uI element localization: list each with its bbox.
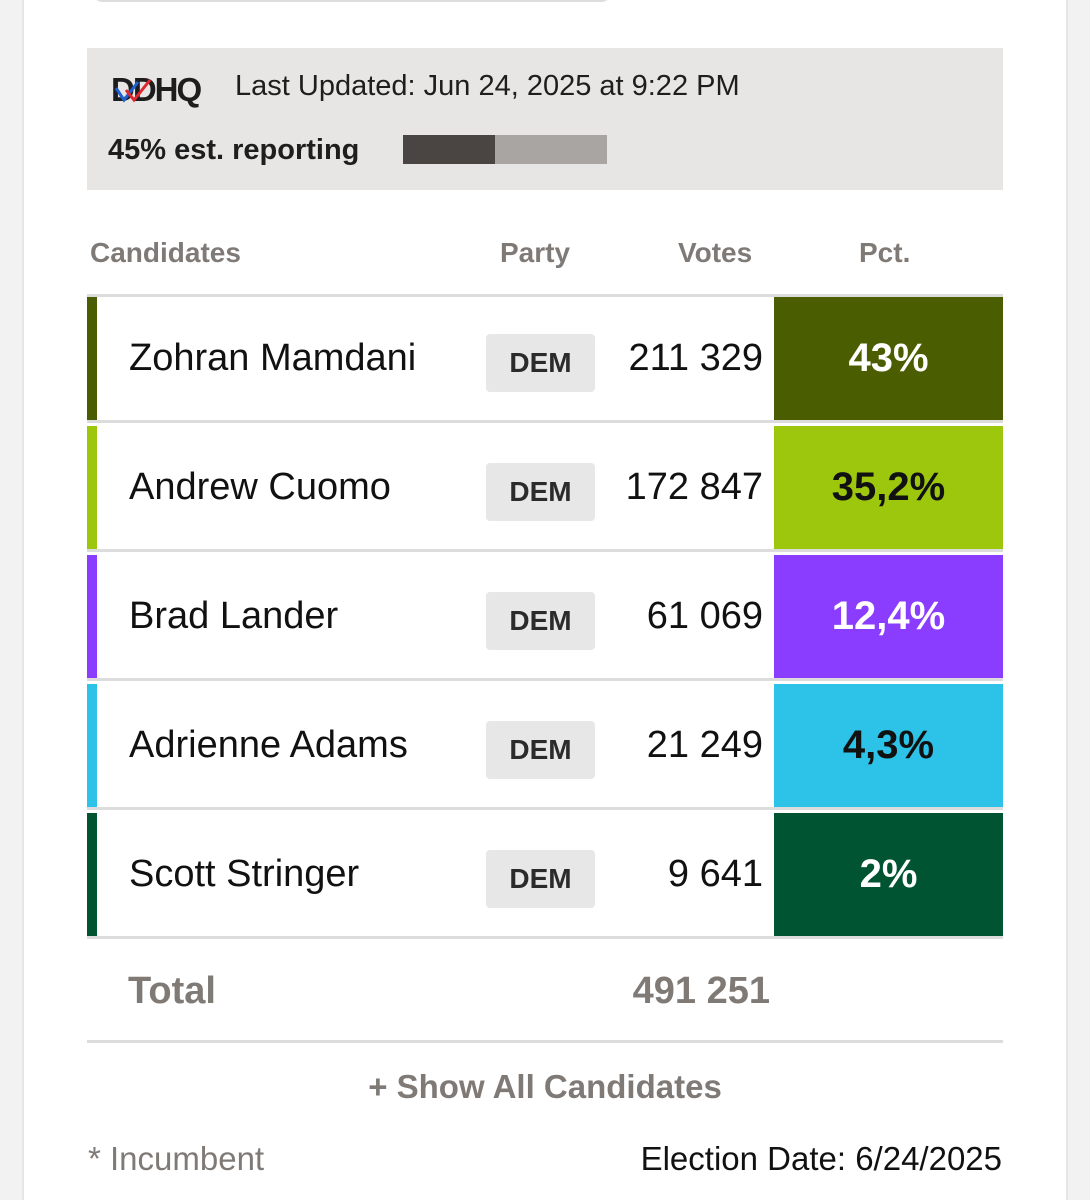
reporting-progress-bar: [403, 135, 607, 164]
show-all-candidates-button[interactable]: + Show All Candidates: [368, 1068, 722, 1105]
candidate-name: Andrew Cuomo: [129, 466, 391, 508]
candidate-row[interactable]: Andrew Cuomo DEM 172 847 35,2%: [87, 426, 1003, 552]
total-votes: 491 251: [632, 970, 770, 1012]
reporting-label: 45% est. reporting: [108, 134, 360, 166]
column-header-candidates: Candidates: [90, 237, 241, 268]
candidate-votes: 9 641: [667, 853, 763, 895]
party-badge: DEM: [486, 463, 595, 521]
candidate-row[interactable]: Scott Stringer DEM 9 641 2%: [87, 813, 1003, 939]
candidate-pct: 43%: [774, 297, 1003, 420]
column-header-party: Party: [500, 237, 571, 268]
candidate-color-stripe: [87, 555, 97, 678]
candidate-row[interactable]: Zohran Mamdani DEM 211 329 43%: [87, 297, 1003, 423]
top-control-edge: [92, 0, 612, 2]
party-badge: DEM: [486, 334, 595, 392]
incumbent-note: * Incumbent: [88, 1140, 265, 1177]
party-badge: DEM: [486, 592, 595, 650]
column-header-votes: Votes: [678, 237, 753, 268]
table-divider: [87, 294, 1003, 297]
last-updated: Last Updated: Jun 24, 2025 at 9:22 PM: [235, 70, 740, 102]
candidate-row[interactable]: Adrienne Adams DEM 21 249 4,3%: [87, 684, 1003, 810]
candidate-votes: 211 329: [628, 337, 763, 379]
candidate-color-stripe: [87, 297, 97, 420]
candidate-votes: 172 847: [625, 466, 763, 508]
column-header-pct: Pct.: [859, 237, 911, 268]
candidate-votes: 21 249: [646, 724, 763, 766]
ddhq-logo: DDHQ: [111, 71, 211, 108]
total-label: Total: [128, 970, 216, 1012]
candidate-color-stripe: [87, 426, 97, 549]
candidate-pct: 4,3%: [774, 684, 1003, 807]
candidate-name: Scott Stringer: [129, 853, 360, 895]
candidate-votes: 61 069: [646, 595, 763, 637]
candidate-pct: 35,2%: [774, 426, 1003, 549]
election-date: Election Date: 6/24/2025: [640, 1140, 1002, 1177]
status-box: DDHQ Last Updated: Jun 24, 2025 at 9:22 …: [87, 48, 1003, 190]
party-badge: DEM: [486, 721, 595, 779]
candidate-pct: 2%: [774, 813, 1003, 936]
check-icon: [114, 79, 152, 103]
candidate-name: Adrienne Adams: [129, 724, 408, 766]
candidate-name: Brad Lander: [129, 595, 339, 637]
candidate-color-stripe: [87, 813, 97, 936]
candidate-pct: 12,4%: [774, 555, 1003, 678]
candidate-row[interactable]: Brad Lander DEM 61 069 12,4%: [87, 555, 1003, 681]
reporting-progress-fill: [403, 135, 495, 164]
total-divider: [87, 1040, 1003, 1043]
candidate-color-stripe: [87, 684, 97, 807]
party-badge: DEM: [486, 850, 595, 908]
logo-text: DDHQ: [111, 71, 202, 108]
candidate-name: Zohran Mamdani: [129, 337, 417, 379]
